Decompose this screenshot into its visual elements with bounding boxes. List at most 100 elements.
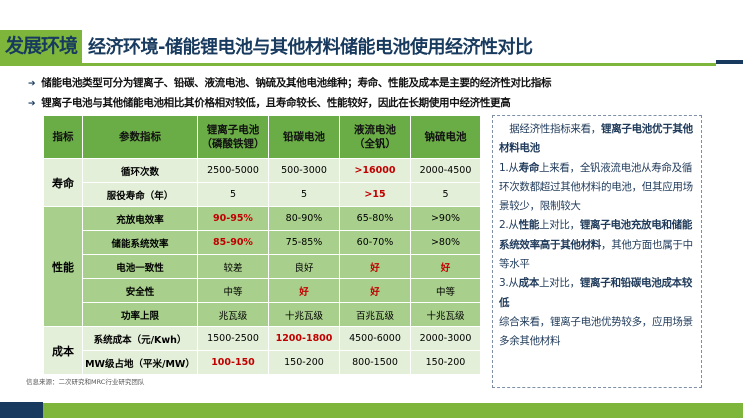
source-note: 信息来源：二次研究和MRC行业研究团队 — [26, 378, 145, 386]
param-label: 储能系统效率 — [82, 230, 198, 255]
header: 发展环境 经济环境-储能锂电池与其他材料储能电池使用经济性对比 — [0, 30, 533, 63]
table-cell: >15 — [339, 182, 411, 207]
table-cell: 十兆瓦级 — [268, 302, 340, 327]
note-text: ，其他方面也属于中等水平 — [499, 238, 693, 271]
comparison-table: 指标 参数指标 锂离子电池 （磷酸铁锂） 铅碳电池 液流电池 （全钒） 钠硫电池 寿命 循环… — [43, 115, 481, 375]
bullet-2: ➔ 锂离子电池与其他储能电池相比其价格相对较低，且寿命较长、性能较好，因此在长期使… — [28, 96, 511, 111]
bullet-text: 锂离子电池与其他储能电池相比其价格相对较低，且寿命较长、性能较好，因此在长期使用… — [41, 97, 511, 109]
note-paragraph: 2.从性能上对比，锂离子电池充放电和储能系统效率高于其他材料，其他方面也属于中等… — [499, 216, 695, 274]
table-cell: 好 — [410, 254, 481, 279]
table-cell: 2500-5000 — [197, 158, 269, 183]
note-text: 上对比， — [539, 277, 580, 290]
table-cell: 百兆瓦级 — [339, 302, 411, 327]
column-header: 参数指标 — [82, 115, 198, 159]
note-text: 3.从 — [499, 277, 519, 290]
column-header: 钠硫电池 — [410, 115, 481, 159]
column-header: 铅碳电池 — [268, 115, 340, 159]
table-cell: 2000-4500 — [410, 158, 481, 183]
table-cell: 4500-6000 — [339, 326, 411, 351]
table-cell: 500-3000 — [268, 158, 340, 183]
note-text: 上对比， — [539, 219, 580, 232]
table-cell: 2000-3000 — [410, 326, 481, 351]
table-cell: 85-90% — [197, 230, 269, 255]
table-cell: 90-95% — [197, 206, 269, 231]
param-label: MW级占地（平米/MW） — [82, 350, 198, 375]
table-cell: 65-80% — [339, 206, 411, 231]
bullet-text: 储能电池类型可分为锂离子、铅碳、液流电池、钠硫及其他电池维种；寿命、性能及成本是… — [41, 77, 552, 89]
table-cell: >90% — [410, 206, 481, 231]
note-text: 2.从 — [499, 219, 519, 232]
footer-bar — [43, 403, 743, 418]
column-header: 液流电池 （全钒） — [339, 115, 411, 159]
table-cell: 150-200 — [410, 350, 481, 375]
table-cell: >80% — [410, 230, 481, 255]
table-cell: 80-90% — [268, 206, 340, 231]
group-label: 成本 — [43, 326, 83, 375]
note-text: 综合来看，锂离子电池优势较多，应用场景多余其他材料 — [499, 315, 693, 348]
bullet-1: ➔ 储能电池类型可分为锂离子、铅碳、液流电池、钠硫及其他电池维种；寿命、性能及成本… — [28, 76, 552, 91]
table-cell: 好 — [268, 278, 340, 303]
table-cell: 好 — [339, 278, 411, 303]
table-row: 服役寿命（年） 5 5 >15 5 — [44, 182, 481, 207]
column-header: 指标 — [43, 115, 83, 159]
table-cell: 较差 — [197, 254, 269, 279]
param-label: 系统成本（元/Kwh） — [82, 326, 198, 351]
table-cell: 100-150 — [197, 350, 269, 375]
param-label: 循环次数 — [82, 158, 198, 183]
section-tag: 发展环境 — [0, 30, 83, 63]
group-label: 性能 — [43, 206, 83, 327]
footer-accent — [0, 402, 43, 418]
param-label: 充放电效率 — [82, 206, 198, 231]
table-cell: 150-200 — [268, 350, 340, 375]
table-cell: 1500-2500 — [197, 326, 269, 351]
note-text: 上来看，全钒液流电池从寿命及循环次数都超过其他材料的电池，但其应用场景较少，限制… — [499, 161, 693, 213]
table-cell: >16000 — [339, 158, 411, 183]
table-row: 储能系统效率 85-90% 75-85% 60-70% >80% — [44, 230, 481, 255]
note-text: 锂离子和铅碳电池成本较低 — [499, 277, 693, 309]
note-text: 锂离子电池充放电和储能系统效率高于其他材料 — [499, 219, 693, 251]
param-label: 服役寿命（年） — [82, 182, 198, 207]
table-area: 指标 参数指标 锂离子电池 （磷酸铁锂） 铅碳电池 液流电池 （全钒） 钠硫电池 寿命 循环… — [26, 115, 481, 387]
table-cell: 十兆瓦级 — [410, 302, 481, 327]
param-label: 功率上限 — [82, 302, 198, 327]
note-paragraph: 3.从成本上对比，锂离子和铅碳电池成本较低 — [499, 274, 695, 313]
table-cell: 5 — [268, 182, 340, 207]
table-row: 成本 系统成本（元/Kwh） 1500-2500 1200-1800 4500-6000… — [43, 326, 481, 375]
table-row: 电池一致性 较差 良好好好 — [44, 254, 481, 279]
note-text: 据经济性指标来看， — [499, 123, 601, 135]
page-title: 经济环境-储能锂电池与其他材料储能电池使用经济性对比 — [88, 37, 533, 58]
table-cell: 良好 — [268, 254, 340, 279]
table-cell: 1200-1800 — [268, 326, 340, 351]
table-row: 寿命 循环次数 2500-5000 500-3000 >16000 2000-4500 — [43, 158, 481, 207]
table-cell: 中等 — [410, 278, 481, 303]
analysis-note: 据经济性指标来看，锂离子电池优于其他材料电池 1.从寿命上来看，全钒液流电池从寿命… — [492, 115, 702, 388]
table-cell: 兆瓦级 — [197, 302, 269, 327]
column-header: 锂离子电池 （磷酸铁锂） — [197, 115, 269, 159]
group-label: 寿命 — [43, 158, 83, 207]
note-text: 性能 — [518, 219, 540, 232]
table-row: 性能 充放电效率 90-95% 80-90% 65-80% >90% — [43, 206, 481, 327]
header-divider — [0, 63, 716, 66]
param-label: 电池一致性 — [82, 254, 198, 279]
table-row: 功率上限 兆瓦级 十兆瓦级 百兆瓦级 十兆瓦级 — [44, 302, 481, 327]
table-cell: 好 — [339, 254, 411, 279]
table-cell: 60-70% — [339, 230, 411, 255]
note-paragraph: 1.从寿命上来看，全钒液流电池从寿命及循环次数都超过其他材料的电池，但其应用场景… — [499, 159, 695, 217]
table-row: 安全性 中等好好中等 — [44, 278, 481, 303]
note-text: 成本 — [518, 277, 540, 290]
note-text: 1.从 — [499, 161, 519, 174]
table-cell: 5 — [410, 182, 481, 207]
table-cell: 5 — [197, 182, 269, 207]
note-paragraph: 据经济性指标来看，锂离子电池优于其他材料电池 — [499, 120, 695, 159]
note-text: 锂离子电池优于其他材料电池 — [499, 123, 693, 155]
note-paragraph: 综合来看，锂离子电池优势较多，应用场景多余其他材料 — [499, 313, 695, 352]
table-cell: 中等 — [197, 278, 269, 303]
arrow-icon: ➔ — [28, 99, 36, 109]
table-cell: 800-1500 — [339, 350, 411, 375]
table-cell: 75-85% — [268, 230, 340, 255]
note-text: 寿命 — [518, 161, 540, 174]
header-accent — [716, 60, 743, 64]
table-row: MW级占地（平米/MW） 100-150 150-200 800-1500 150-20… — [44, 350, 481, 375]
param-label: 安全性 — [82, 278, 198, 303]
arrow-icon: ➔ — [28, 79, 36, 89]
